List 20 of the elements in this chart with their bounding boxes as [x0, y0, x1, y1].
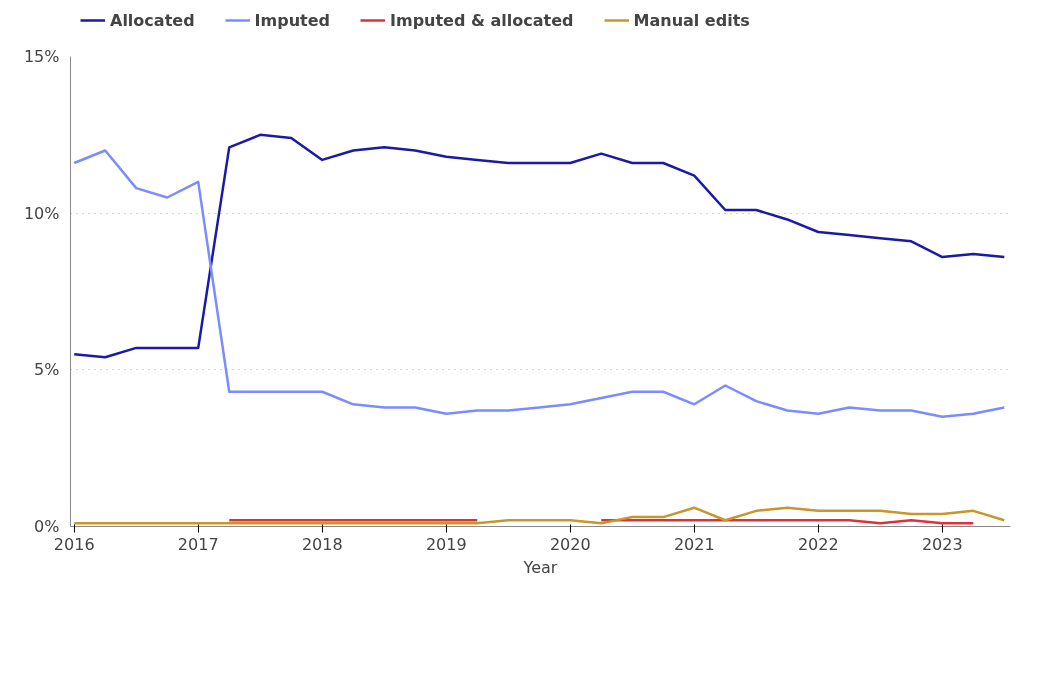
- x-tick-label: 2019: [425, 534, 467, 554]
- x-axis-title: Year: [522, 557, 558, 577]
- line-series: [72, 133, 1006, 359]
- x-tick-label: 2018: [301, 534, 343, 554]
- legend-label: Imputed: [254, 10, 330, 30]
- x-tick-label: 2023: [921, 534, 963, 554]
- x-tick-label: 2022: [797, 534, 839, 554]
- x-tick-label: 2020: [549, 534, 591, 554]
- x-tick-label: 2021: [673, 534, 715, 554]
- legend-label: Allocated: [110, 10, 195, 30]
- x-tick-label: 2017: [177, 534, 219, 554]
- y-tick-label: 5%: [34, 360, 60, 380]
- y-tick-label: 0%: [34, 517, 60, 536]
- legend-label: Manual edits: [633, 10, 750, 30]
- x-tick-label: 2016: [53, 534, 95, 554]
- line-series: [72, 506, 1006, 525]
- line-series: [72, 149, 1006, 419]
- y-tick-label: 15%: [23, 47, 60, 66]
- y-tick-label: 10%: [23, 203, 60, 223]
- legend-label: Imputed & allocated: [390, 10, 574, 30]
